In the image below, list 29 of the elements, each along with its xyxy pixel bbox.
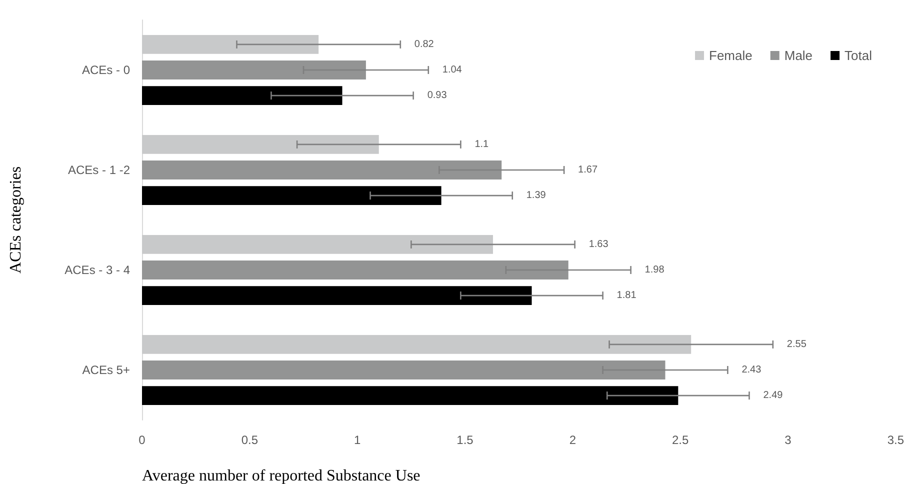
y-tick-label: ACEs 5+ (82, 363, 130, 377)
annotation: 0.93 (427, 90, 448, 102)
y-tick-label: ACEs - 3 - 4 (64, 263, 130, 277)
y-tick-label: ACEs - 0 (82, 63, 130, 77)
annotation: 1.04 (442, 64, 462, 76)
y-tick-label: ACEs - 1 -2 (68, 163, 130, 177)
x-tick-label: 1 (354, 433, 361, 447)
annotation: 0.82 (414, 38, 434, 50)
annotation: 1.39 (526, 190, 546, 202)
x-axis-title: Average number of reported Substance Use (142, 468, 420, 484)
x-tick-label: 3 (784, 433, 792, 447)
annotation: 2.43 (742, 364, 762, 376)
y-axis-title: ACEs categories (8, 166, 24, 274)
x-tick-label: 2 (569, 433, 576, 447)
annotation: 1.1 (474, 138, 490, 150)
annotation: 2.55 (786, 338, 807, 350)
legend-label: Female (709, 48, 752, 63)
annotation: 1.98 (644, 264, 665, 276)
annotation: 1.63 (588, 238, 609, 250)
x-tick-label: 3.5 (887, 433, 904, 447)
x-tick-label: 0 (138, 433, 146, 447)
legend-label: Male (784, 48, 813, 63)
x-tick-label: 1.5 (456, 433, 474, 447)
x-tick-label: 0.5 (241, 433, 258, 447)
annotation: 2.49 (763, 390, 784, 402)
x-tick-label: 2.5 (672, 433, 689, 447)
legend-label: Total (844, 48, 872, 63)
annotation: 1.81 (616, 290, 637, 302)
annotation: 1.67 (578, 164, 598, 176)
